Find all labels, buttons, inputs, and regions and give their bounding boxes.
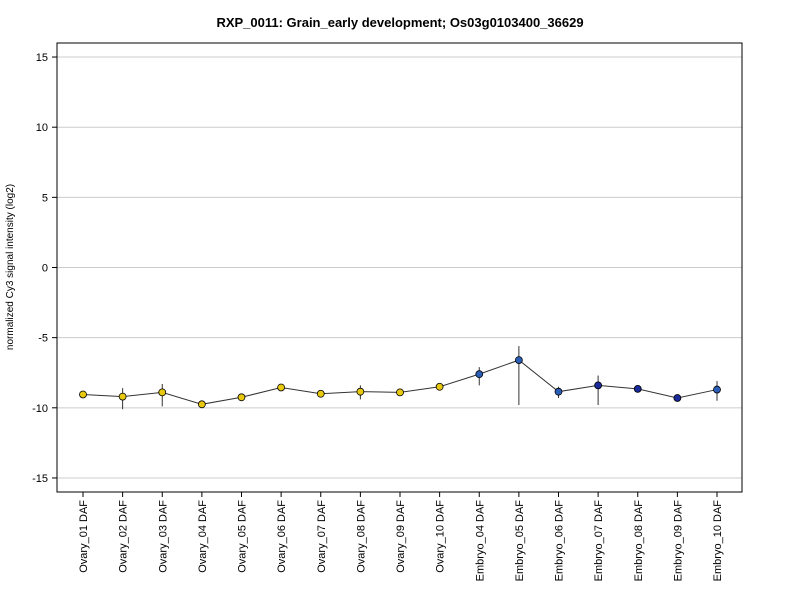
series-line bbox=[82, 359, 718, 405]
y-tick-label: 15 bbox=[36, 52, 48, 64]
y-axis-label: normalized Cy3 signal intensity (log2) bbox=[5, 184, 16, 350]
x-tick-label: Ovary_10 DAF bbox=[435, 500, 447, 573]
data-point bbox=[79, 390, 87, 399]
x-tick-label: Ovary_03 DAF bbox=[157, 500, 169, 573]
y-tick-label: 10 bbox=[36, 122, 48, 134]
x-tick-label: Ovary_06 DAF bbox=[276, 500, 288, 573]
x-tick-label: Ovary_08 DAF bbox=[355, 500, 367, 573]
y-tick-label: -5 bbox=[38, 333, 48, 345]
data-point bbox=[197, 400, 206, 409]
data-point bbox=[435, 382, 444, 391]
x-axis-ticks: Ovary_01 DAF Ovary_02 DAF Ovary_03 DAF Ovar… bbox=[78, 492, 724, 581]
grid-lines bbox=[57, 56, 742, 479]
data-point bbox=[277, 383, 286, 392]
x-tick-label: Ovary_07 DAF bbox=[316, 500, 328, 573]
data-point bbox=[633, 384, 642, 393]
x-tick-label: Ovary_05 DAF bbox=[237, 500, 249, 573]
data-point bbox=[554, 387, 563, 396]
data-point bbox=[673, 394, 682, 402]
x-tick-label: Embryo_05 DAF bbox=[514, 500, 526, 582]
data-point bbox=[396, 388, 404, 397]
data-point bbox=[356, 387, 365, 396]
y-tick-label: -10 bbox=[32, 403, 48, 415]
x-tick-label: Ovary_01 DAF bbox=[78, 500, 90, 573]
x-tick-label: Embryo_10 DAF bbox=[712, 500, 724, 582]
data-point bbox=[316, 389, 325, 398]
x-tick-label: Embryo_04 DAF bbox=[474, 500, 486, 582]
y-tick-label: 5 bbox=[42, 192, 48, 204]
chart-title: RXP_0011: Grain_early development; Os03g… bbox=[216, 15, 583, 30]
x-tick-label: Embryo_06 DAF bbox=[554, 500, 566, 582]
y-tick-label: -15 bbox=[32, 473, 48, 485]
data-point bbox=[594, 381, 603, 390]
x-tick-label: Ovary_04 DAF bbox=[197, 500, 209, 573]
x-tick-label: Embryo_09 DAF bbox=[672, 500, 684, 582]
data-point bbox=[514, 356, 523, 365]
y-tick-label: 0 bbox=[42, 263, 48, 275]
data-point bbox=[118, 392, 127, 401]
error-bars-layer bbox=[82, 346, 718, 410]
x-tick-label: Ovary_02 DAF bbox=[118, 500, 130, 573]
x-tick-label: Embryo_07 DAF bbox=[593, 500, 605, 582]
y-axis-ticks: -15 -10 -5 0 5 10 15 bbox=[32, 52, 57, 485]
data-point bbox=[475, 370, 484, 379]
data-point bbox=[237, 393, 246, 402]
x-tick-label: Ovary_09 DAF bbox=[395, 500, 407, 573]
data-point bbox=[158, 388, 167, 397]
series-line-layer bbox=[82, 359, 718, 405]
data-points-layer bbox=[79, 356, 721, 409]
x-tick-label: Embryo_08 DAF bbox=[633, 500, 645, 582]
data-point bbox=[713, 385, 721, 394]
